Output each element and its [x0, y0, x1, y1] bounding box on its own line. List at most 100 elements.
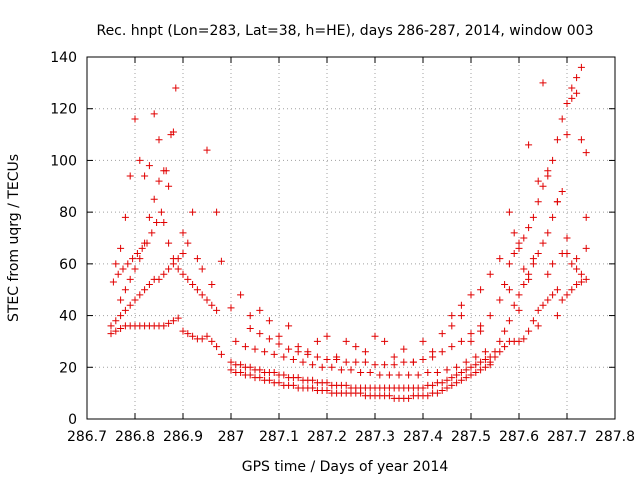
data-point [544, 229, 552, 237]
data-point [261, 348, 269, 356]
x-tick-labels: 286.7 286.8 286.9 287 287.1 287.2 287.3 287.4 28… [67, 429, 635, 445]
data-point [227, 358, 235, 366]
data-point [165, 182, 173, 190]
data-point [429, 381, 437, 389]
data-point [189, 332, 197, 340]
data-point [558, 250, 566, 258]
data-point [246, 325, 254, 332]
data-point [285, 322, 293, 330]
data-point [525, 141, 533, 149]
data-point [165, 239, 173, 247]
data-point [544, 296, 552, 304]
data-point [109, 278, 117, 286]
data-point [395, 371, 403, 379]
data-point [361, 358, 369, 366]
data-point [294, 348, 302, 356]
data-point [448, 381, 456, 389]
x-tick-label: 286.8 [115, 429, 155, 445]
data-point [198, 335, 206, 343]
x-tick-label: 287.6 [499, 429, 539, 445]
data-point [251, 345, 259, 353]
y-tick-label: 0 [68, 412, 77, 428]
y-tick-labels: 0 20 40 60 80 100 120 140 [50, 50, 77, 428]
data-point [472, 361, 480, 369]
data-point [265, 335, 273, 343]
data-point [141, 286, 149, 294]
x-tick-label: 287.7 [547, 429, 587, 445]
data-point [309, 376, 317, 384]
data-point [424, 392, 432, 400]
data-point [472, 368, 480, 376]
data-point [203, 296, 211, 304]
data-point [539, 239, 547, 247]
data-point [457, 368, 465, 376]
data-point [462, 358, 470, 366]
data-point [549, 260, 557, 268]
data-point [438, 330, 446, 338]
data-point [117, 325, 125, 332]
grid-lines [87, 57, 615, 419]
data-point [198, 291, 206, 299]
data-point [467, 291, 475, 299]
data-point [280, 371, 288, 379]
data-point [481, 356, 489, 364]
data-point [189, 281, 197, 289]
data-point [304, 350, 312, 358]
data-point [141, 172, 149, 180]
data-point [433, 368, 441, 376]
data-point [505, 260, 513, 268]
x-tick-label: 287 [218, 429, 245, 445]
data-point [131, 265, 139, 273]
data-point [237, 368, 245, 376]
data-point [328, 363, 336, 371]
data-point [169, 317, 177, 325]
data-point [544, 172, 552, 180]
data-point [323, 387, 331, 395]
data-point [179, 250, 187, 258]
data-point [213, 208, 221, 216]
data-point [150, 110, 158, 118]
data-point [126, 172, 134, 180]
plot-frame [86, 56, 616, 420]
data-point [486, 312, 494, 320]
data-point [563, 100, 571, 108]
data-point [472, 353, 480, 361]
data-point [145, 281, 153, 289]
data-point [438, 348, 446, 356]
data-point [525, 224, 533, 232]
data-point [568, 94, 576, 102]
data-point [529, 317, 537, 325]
data-point [227, 366, 235, 374]
y-tick-label: 40 [59, 309, 77, 325]
data-point [534, 306, 542, 314]
data-point [501, 343, 509, 351]
data-point [534, 322, 542, 330]
x-tick-label: 287.1 [259, 429, 299, 445]
data-point [313, 337, 321, 345]
data-point [558, 115, 566, 123]
data-point [534, 177, 542, 185]
data-point [153, 218, 161, 226]
data-point [505, 317, 513, 325]
data-point [129, 255, 137, 263]
data-point [371, 332, 379, 340]
data-point [467, 363, 475, 371]
data-point [189, 208, 197, 216]
data-point [515, 291, 523, 299]
data-point [150, 195, 158, 203]
data-point [270, 368, 278, 376]
data-point [491, 348, 499, 356]
data-point [525, 327, 533, 335]
data-point [145, 162, 153, 170]
data-point [342, 381, 350, 389]
data-point [285, 345, 293, 353]
data-point [443, 366, 451, 374]
data-point [270, 350, 278, 358]
data-point [577, 136, 585, 144]
data-point [481, 363, 489, 371]
data-point [457, 301, 465, 309]
data-point [165, 265, 173, 273]
data-point [114, 270, 122, 278]
data-point [429, 353, 437, 361]
data-point [160, 270, 168, 278]
